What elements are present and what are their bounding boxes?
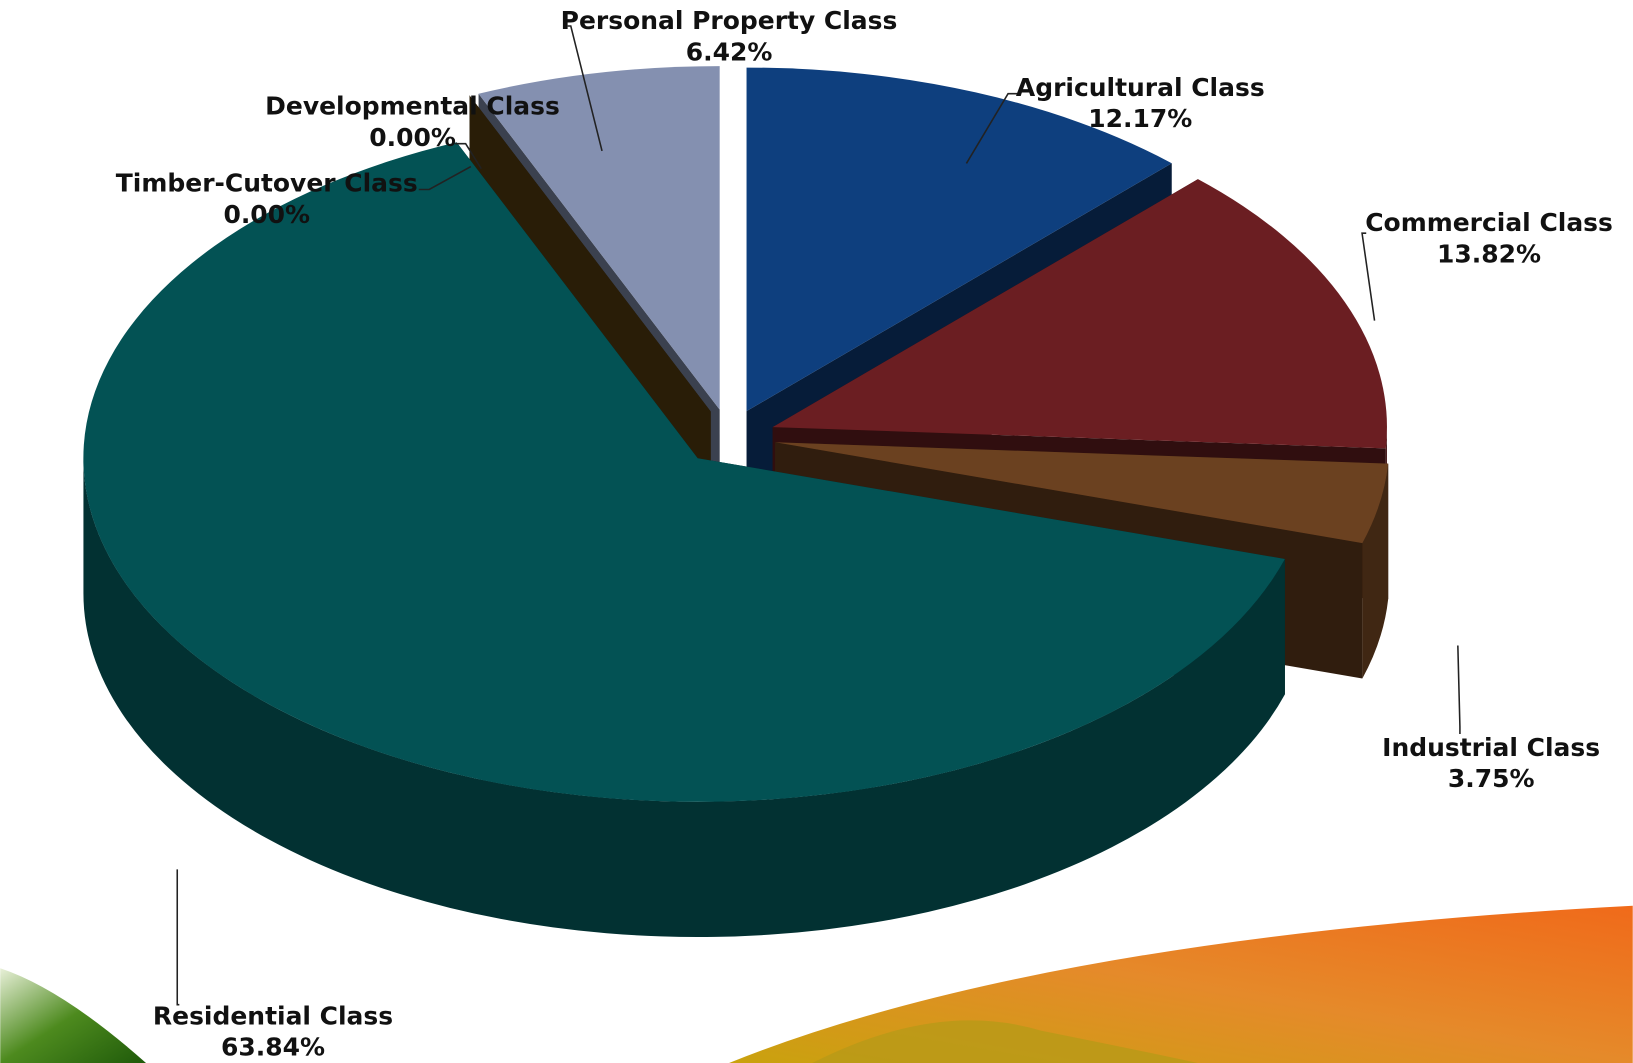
decor-swoosh (729, 906, 1633, 1063)
slice-label: Agricultural Class (1016, 73, 1265, 102)
slice-label: Residential Class (153, 1001, 393, 1030)
slice-value-label: 63.84% (221, 1033, 325, 1062)
slice-label: Timber-Cutover Class (116, 169, 418, 198)
slice-label: Industrial Class (1382, 733, 1600, 762)
slice-value-label: 0.00% (223, 200, 310, 229)
slice-value-label: 3.75% (1448, 764, 1535, 793)
slice-label: Developmental Class (265, 92, 560, 121)
slice-value-label: 0.00% (369, 123, 456, 152)
leader-line (1458, 646, 1460, 734)
chart: Agricultural Class12.17% Commercial Class… (0, 0, 1633, 1063)
slice-label: Commercial Class (1365, 208, 1613, 237)
slice-value-label: 6.42% (686, 37, 773, 66)
slice-value-label: 13.82% (1437, 239, 1541, 268)
leader-line (1362, 233, 1374, 320)
leader-line (177, 869, 179, 1004)
slice-label: Personal Property Class (561, 6, 898, 35)
slice-value-label: 12.17% (1088, 104, 1192, 133)
decor-swoosh (0, 968, 146, 1063)
